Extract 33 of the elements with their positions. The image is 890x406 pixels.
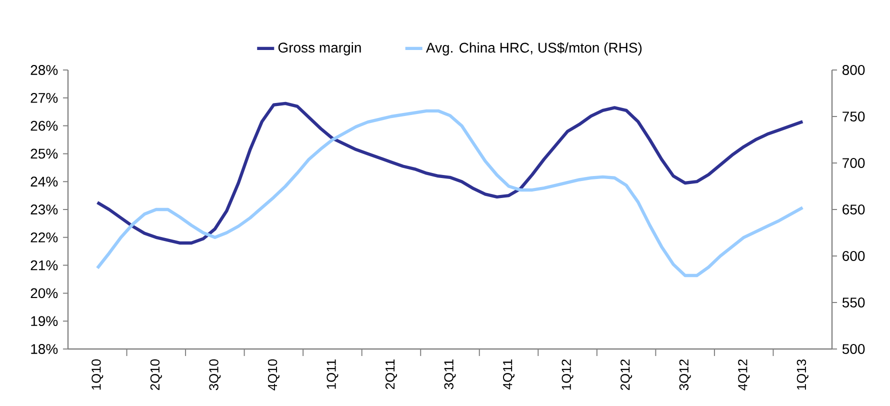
x-tick-label: 3Q12 — [679, 360, 691, 390]
y-tick-label: 18% — [31, 344, 58, 354]
y2-tick-label: 800 — [842, 65, 865, 75]
x-tick-label: 1Q10 — [92, 359, 104, 390]
y2-tick-label: 750 — [842, 112, 865, 122]
x-tick-label: 1Q13 — [796, 359, 808, 390]
y-tick-label: 19% — [31, 316, 58, 326]
x-tick-label: 2Q11 — [385, 360, 397, 390]
legend-label: Gross margin — [278, 42, 361, 56]
x-tick-label: 1Q11 — [326, 360, 338, 389]
x-tick-label: 3Q10 — [209, 359, 221, 390]
y-tick-label: 22% — [30, 232, 58, 242]
y2-tick-label: 500 — [842, 344, 865, 354]
legend-label: Avg. China HRC, US$/mton (RHS) — [426, 42, 642, 56]
y-tick-label: 27% — [30, 92, 58, 103]
x-tick-label: 3Q11 — [444, 360, 456, 390]
x-tick-label: 4Q11 — [503, 360, 515, 390]
x-tick-label: 2Q10 — [150, 359, 162, 390]
y-tick-label: 28% — [30, 65, 58, 75]
y-tick-label: 23% — [30, 204, 58, 214]
y2-tick-label: 550 — [842, 298, 865, 308]
y2-tick-label: 650 — [842, 204, 865, 214]
x-tick-label: 4Q12 — [738, 360, 750, 390]
x-tick-label: 2Q12 — [620, 360, 632, 390]
x-tick-label: 1Q12 — [562, 360, 574, 390]
y2-tick-label: 700 — [842, 158, 865, 168]
y-tick-label: 21% — [30, 260, 58, 270]
x-tick-label: 4Q10 — [268, 359, 280, 390]
y-tick-label: 24% — [30, 176, 58, 187]
y-tick-label: 25% — [30, 148, 58, 159]
y2-tick-label: 600 — [842, 251, 865, 261]
y-tick-label: 26% — [30, 120, 58, 131]
y-tick-label: 20% — [30, 288, 58, 298]
